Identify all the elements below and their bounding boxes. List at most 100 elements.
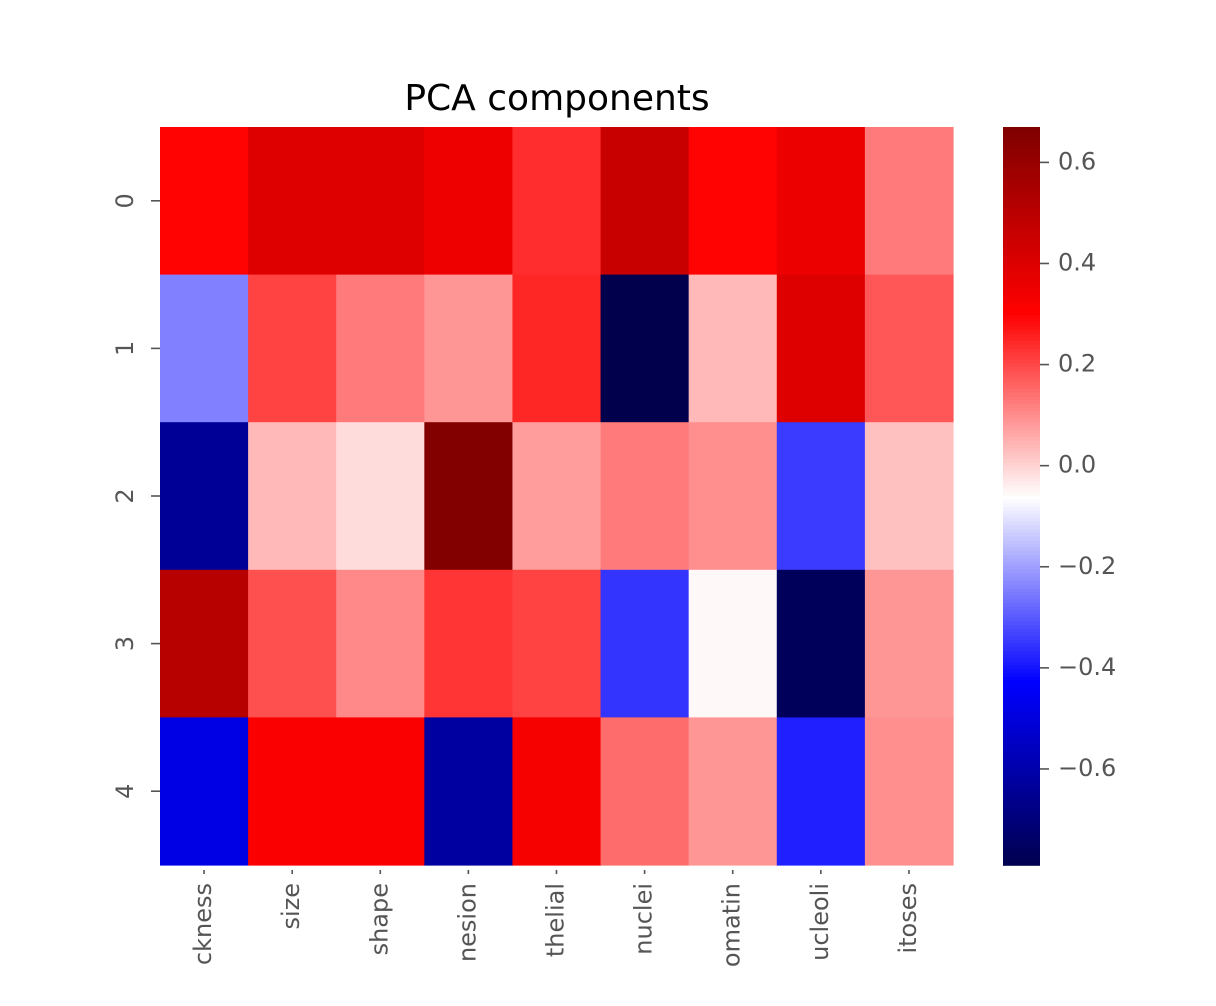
- colorbar-segment: [1003, 385, 1040, 390]
- row-tick-label: 0: [111, 193, 139, 208]
- heatmap-cell: [776, 422, 866, 571]
- colorbar-segment: [1003, 721, 1040, 726]
- colorbar-segment: [1003, 160, 1040, 165]
- colorbar-segment: [1003, 606, 1040, 612]
- colorbar-segment: [1003, 791, 1040, 796]
- heatmap-cell: [776, 274, 866, 423]
- colorbar-segment: [1003, 322, 1040, 328]
- colorbar-segment: [1003, 510, 1040, 516]
- colorbar-segment: [1003, 543, 1040, 549]
- colorbar-segment: [1003, 706, 1040, 711]
- colorbar-segment: [1003, 850, 1040, 855]
- colorbar-segment: [1003, 315, 1040, 320]
- colorbar-segment: [1003, 477, 1040, 483]
- column-ticks: ckness size shape nesion thelial nuclei omatin…: [189, 870, 922, 967]
- colorbar-segment: [1003, 270, 1040, 276]
- colorbar-segment: [1003, 739, 1040, 745]
- colorbar-segment: [1003, 743, 1040, 748]
- colorbar-segment: [1003, 628, 1040, 634]
- colorbar-segment: [1003, 669, 1040, 674]
- colorbar-segment: [1003, 757, 1040, 763]
- colorbar-segment: [1003, 783, 1040, 789]
- column-tick-label: ucleoli: [806, 883, 834, 961]
- heatmap-cell: [776, 127, 866, 276]
- heatmap-cell: [424, 717, 514, 866]
- heatmap-cell: [864, 422, 954, 571]
- heatmap-cell: [864, 569, 954, 718]
- colorbar-segment: [1003, 732, 1040, 737]
- heatmap-cells: [160, 127, 954, 866]
- colorbar-segment: [1003, 396, 1040, 401]
- heatmap-cell: [248, 127, 337, 276]
- colorbar-segment: [1003, 713, 1040, 719]
- colorbar-segment: [1003, 547, 1040, 553]
- colorbar-segment: [1003, 496, 1040, 501]
- colorbar-segment: [1003, 470, 1040, 475]
- colorbar-segment: [1003, 621, 1040, 626]
- colorbar-segment: [1003, 293, 1040, 298]
- row-tick-label: 3: [111, 636, 139, 651]
- colorbar-segment: [1003, 377, 1040, 383]
- heatmap-cell: [336, 274, 425, 423]
- colorbar-segment: [1003, 842, 1040, 848]
- colorbar-segment: [1003, 658, 1040, 663]
- colorbar-segment: [1003, 835, 1040, 840]
- colorbar-segment: [1003, 614, 1040, 619]
- colorbar-segment: [1003, 127, 1040, 132]
- colorbar-segment: [1003, 329, 1040, 335]
- colorbar-segment: [1003, 676, 1040, 682]
- colorbar-tick-label: 0.4: [1058, 248, 1096, 276]
- colorbar-segment: [1003, 414, 1040, 420]
- colorbar-segment: [1003, 746, 1040, 752]
- colorbar-segment: [1003, 248, 1040, 254]
- heatmap-cell: [424, 274, 514, 423]
- colorbar-segment: [1003, 654, 1040, 660]
- colorbar-segment: [1003, 673, 1040, 678]
- colorbar-segment: [1003, 462, 1040, 468]
- colorbar-segment: [1003, 536, 1040, 542]
- colorbar-segment: [1003, 514, 1040, 519]
- colorbar-segment: [1003, 352, 1040, 357]
- heatmap-cell: [600, 422, 690, 571]
- colorbar-segment: [1003, 152, 1040, 158]
- colorbar-segment: [1003, 208, 1040, 213]
- heatmap-cell: [336, 422, 425, 571]
- heatmap-cell: [688, 127, 778, 276]
- colorbar-segment: [1003, 337, 1040, 342]
- colorbar-segment: [1003, 794, 1040, 800]
- colorbar-segment: [1003, 735, 1040, 741]
- colorbar-segment: [1003, 163, 1040, 169]
- colorbar-segment: [1003, 433, 1040, 438]
- colorbar-segment: [1003, 252, 1040, 257]
- colorbar-segment: [1003, 436, 1040, 442]
- colorbar-segment: [1003, 256, 1040, 261]
- colorbar-segment: [1003, 507, 1040, 512]
- colorbar-segment: [1003, 466, 1040, 471]
- colorbar-segment: [1003, 182, 1040, 187]
- colorbar-segment: [1003, 492, 1040, 497]
- heatmap-cell: [160, 717, 249, 866]
- colorbar-segment: [1003, 451, 1040, 457]
- heatmap-cell: [336, 127, 425, 276]
- row-tick-label: 2: [111, 488, 139, 503]
- colorbar-segment: [1003, 130, 1040, 136]
- colorbar-segment: [1003, 388, 1040, 394]
- colorbar-segment: [1003, 263, 1040, 269]
- colorbar-segment: [1003, 588, 1040, 593]
- colorbar-segment: [1003, 662, 1040, 667]
- column-tick-label: itoses: [894, 883, 922, 954]
- colorbar-segment: [1003, 584, 1040, 590]
- heatmap-cell: [688, 422, 778, 571]
- colorbar-segment: [1003, 234, 1040, 239]
- colorbar-tick-label: 0.2: [1058, 350, 1096, 378]
- heatmap-cell: [160, 569, 249, 718]
- heatmap-cell: [688, 717, 778, 866]
- heatmap-cell: [160, 422, 249, 571]
- colorbar-segment: [1003, 857, 1040, 863]
- colorbar-tick-label: −0.2: [1058, 552, 1116, 580]
- heatmap-cell: [688, 274, 778, 423]
- row-tick-label: 1: [111, 341, 139, 356]
- colorbar-segment: [1003, 831, 1040, 837]
- colorbar-segment: [1003, 348, 1040, 353]
- column-tick-label: omatin: [718, 883, 746, 967]
